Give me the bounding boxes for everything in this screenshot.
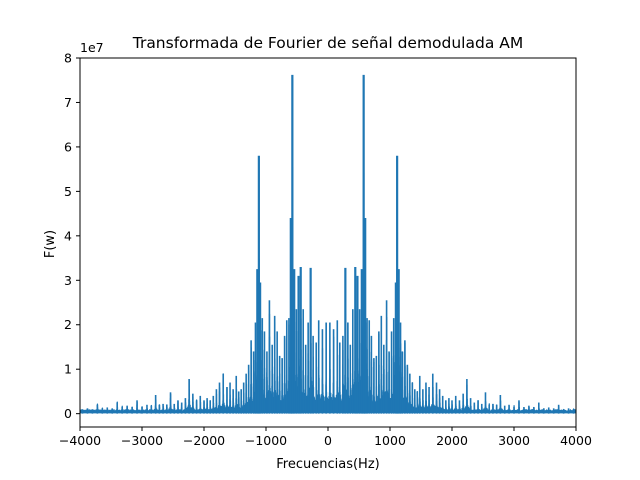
- plot-area: [80, 74, 576, 414]
- y-tick-label: 4: [64, 228, 72, 243]
- y-tick-label: 7: [64, 95, 72, 110]
- y-tick-label: 2: [64, 317, 72, 332]
- x-tick-label: 0: [324, 433, 332, 448]
- y-tick-label: 0: [64, 406, 72, 421]
- y-offset-label: 1e7: [80, 40, 104, 55]
- y-tick-label: 8: [64, 51, 72, 66]
- x-tick-label: 4000: [560, 433, 592, 448]
- y-tick-label: 3: [64, 273, 72, 288]
- y-tick-label: 6: [64, 139, 72, 154]
- y-tick-label: 5: [64, 184, 72, 199]
- x-axis-label: Frecuencias(Hz): [276, 457, 379, 472]
- x-tick-label: −3000: [121, 433, 163, 448]
- x-tick-label: −1000: [245, 433, 287, 448]
- y-axis-label: F(w): [43, 230, 58, 258]
- x-tick-label: −2000: [183, 433, 225, 448]
- y-tick-label: 1: [64, 362, 72, 377]
- axes: −4000 −3000 −2000 −1000 0 1000 2000 3000 4000 0 1 2…: [59, 51, 592, 449]
- chart-title: Transformada de Fourier de señal demodul…: [132, 34, 523, 52]
- x-tick-label: 2000: [436, 433, 468, 448]
- x-tick-label: 3000: [498, 433, 530, 448]
- x-tick-label: −4000: [59, 433, 101, 448]
- x-tick-label: 1000: [374, 433, 406, 448]
